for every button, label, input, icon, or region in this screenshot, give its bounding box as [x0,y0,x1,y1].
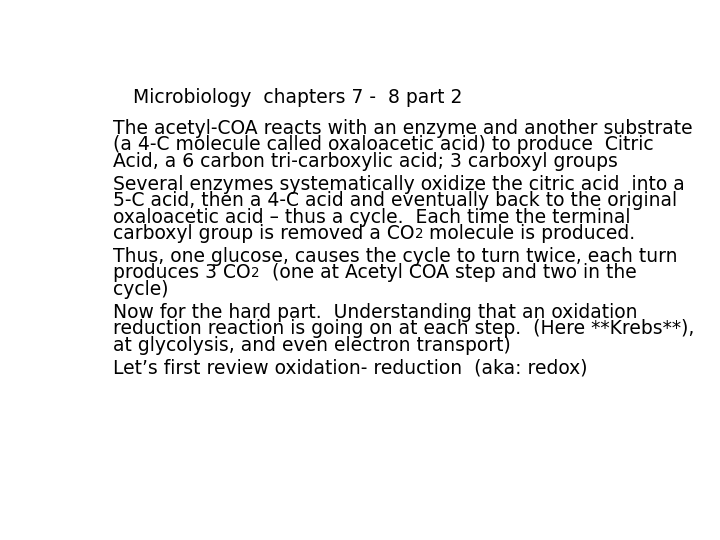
Text: Let’s first review oxidation- reduction  (aka: redox): Let’s first review oxidation- reduction … [113,359,588,377]
Text: Microbiology  chapters 7 -  8 part 2: Microbiology chapters 7 - 8 part 2 [132,88,462,107]
Text: 5-C acid, then a 4-C acid and eventually back to the original: 5-C acid, then a 4-C acid and eventually… [113,191,678,210]
Text: Thus, one glucose, causes the cycle to turn twice, each turn: Thus, one glucose, causes the cycle to t… [113,247,678,266]
Text: reduction reaction is going on at each step.  (Here **Krebs**),: reduction reaction is going on at each s… [113,319,695,338]
Text: Now for the hard part.  Understanding that an oxidation: Now for the hard part. Understanding tha… [113,303,638,322]
Text: Several enzymes systematically oxidize the citric acid  into a: Several enzymes systematically oxidize t… [113,174,685,193]
Text: 2: 2 [415,226,423,240]
Text: Acid, a 6 carbon tri-carboxylic acid; 3 carboxyl groups: Acid, a 6 carbon tri-carboxylic acid; 3 … [113,152,618,171]
Text: (one at Acetyl COA step and two in the: (one at Acetyl COA step and two in the [259,264,636,282]
Text: oxaloacetic acid – thus a cycle.  Each time the terminal: oxaloacetic acid – thus a cycle. Each ti… [113,208,631,227]
Text: 2: 2 [251,266,259,280]
Text: The acetyl-COA reacts with an enzyme and another substrate: The acetyl-COA reacts with an enzyme and… [113,119,693,138]
Text: cycle): cycle) [113,280,168,299]
Text: produces 3 CO: produces 3 CO [113,264,251,282]
Text: at glycolysis, and even electron transport): at glycolysis, and even electron transpo… [113,336,511,355]
Text: (a 4-C molecule called oxaloacetic acid) to produce  Citric: (a 4-C molecule called oxaloacetic acid)… [113,135,654,154]
Text: carboxyl group is removed a CO: carboxyl group is removed a CO [113,224,415,243]
Text: molecule is produced.: molecule is produced. [423,224,636,243]
